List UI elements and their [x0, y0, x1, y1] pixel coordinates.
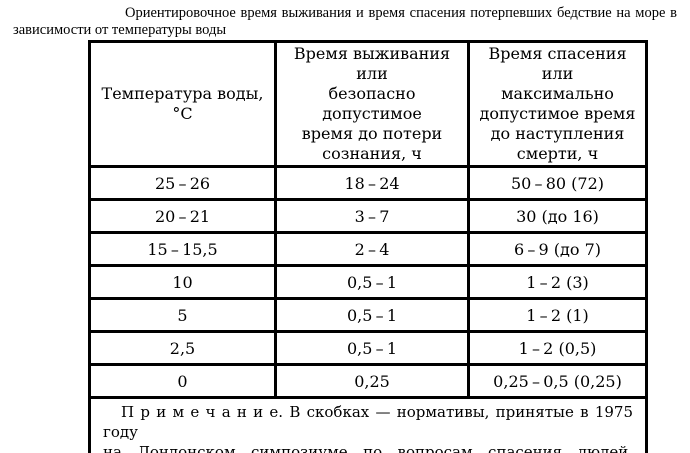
table-row: 15 – 15,5 2 – 4 6 – 9 (до 7) — [88, 231, 648, 267]
cell-temperature: 15 – 15,5 — [88, 231, 277, 267]
cell-temperature: 0 — [88, 363, 277, 399]
cell-survival: 18 – 24 — [274, 165, 470, 201]
header-cell-rescue-time: Время спасения или максимально допустимо… — [467, 40, 648, 168]
cell-survival: 0,5 – 1 — [274, 297, 470, 333]
table-row: 0 0,25 0,25 – 0,5 (0,25) — [88, 363, 648, 399]
table-row: 20 – 21 3 – 7 30 (до 16) — [88, 198, 648, 234]
table-row: 5 0,5 – 1 1 – 2 (1) — [88, 297, 648, 333]
cell-rescue: 50 – 80 (72) — [467, 165, 648, 201]
table-header-row: Температура воды, °С Время выживания или… — [88, 40, 648, 168]
cell-rescue: 1 – 2 (1) — [467, 297, 648, 333]
cell-survival: 0,25 — [274, 363, 470, 399]
survival-time-table: Температура воды, °С Время выживания или… — [88, 40, 648, 453]
cell-rescue: 6 – 9 (до 7) — [467, 231, 648, 267]
note-line: П р и м е ч а н и е. В скобках — нормати… — [103, 403, 633, 441]
cell-temperature: 20 – 21 — [88, 198, 277, 234]
table-row: 10 0,5 – 1 1 – 2 (3) — [88, 264, 648, 300]
cell-temperature: 2,5 — [88, 330, 277, 366]
table-row: 2,5 0,5 – 1 1 – 2 (0,5) — [88, 330, 648, 366]
page-title-line-2: зависимости от температуры воды — [13, 21, 227, 38]
cell-survival: 0,5 – 1 — [274, 330, 470, 366]
cell-temperature: 10 — [88, 264, 277, 300]
table-row: 25 – 26 18 – 24 50 – 80 (72) — [88, 165, 648, 201]
cell-survival: 2 – 4 — [274, 231, 470, 267]
cell-temperature: 25 – 26 — [88, 165, 277, 201]
page-title: Ориентировочное время выживания и время … — [13, 5, 677, 38]
header-cell-water-temperature: Температура воды, °С — [88, 40, 277, 168]
page-title-line-1: Ориентировочное время выживания и время … — [125, 5, 677, 21]
cell-temperature: 5 — [88, 297, 277, 333]
note-text: П р и м е ч а н и е. В скобках — нормати… — [88, 396, 648, 453]
cell-rescue: 0,25 – 0,5 (0,25) — [467, 363, 648, 399]
cell-survival: 3 – 7 — [274, 198, 470, 234]
table-note-row: П р и м е ч а н и е. В скобках — нормати… — [88, 396, 648, 453]
cell-survival: 0,5 – 1 — [274, 264, 470, 300]
header-cell-survival-time: Время выживания или безопасно допустимое… — [274, 40, 470, 168]
note-line: на Лондонском симпозиуме по вопросам спа… — [103, 443, 633, 453]
cell-rescue: 1 – 2 (0,5) — [467, 330, 648, 366]
cell-rescue: 1 – 2 (3) — [467, 264, 648, 300]
cell-rescue: 30 (до 16) — [467, 198, 648, 234]
